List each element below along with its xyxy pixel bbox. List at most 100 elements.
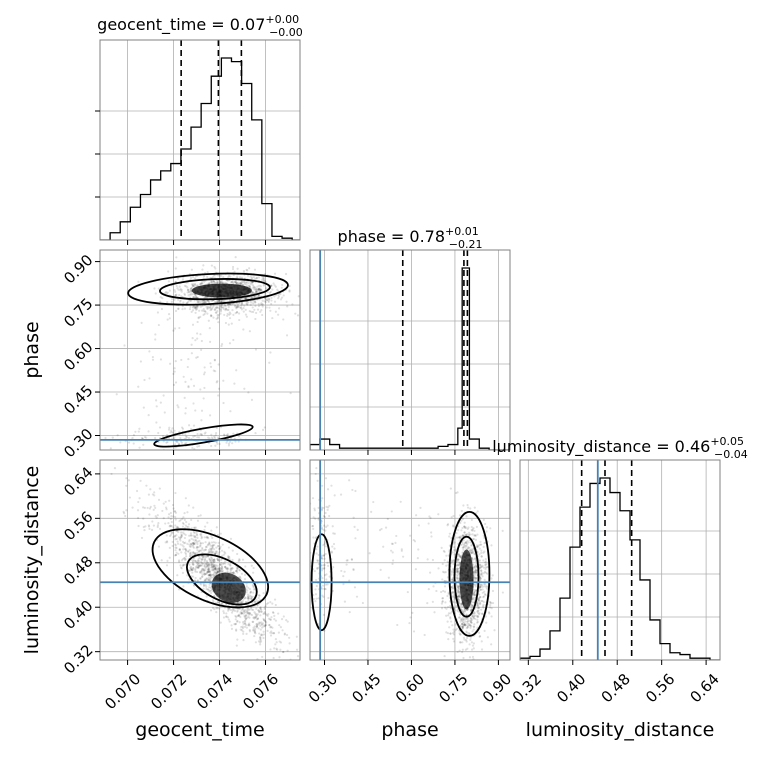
sample-point <box>248 628 251 632</box>
sample-point <box>478 593 481 596</box>
sample-point <box>189 288 192 291</box>
sample-point <box>140 321 143 324</box>
title-label: geocent_time = 0.07 <box>97 15 265 35</box>
sample-point <box>452 633 456 636</box>
sample-point <box>169 431 172 434</box>
sample-point <box>187 291 191 294</box>
sample-point <box>200 433 203 436</box>
sample-point <box>480 640 483 643</box>
sample-point <box>184 533 187 537</box>
sample-point <box>274 619 278 622</box>
sample-point <box>236 568 239 571</box>
sample-point <box>350 558 354 561</box>
sample-point <box>245 632 248 635</box>
sample-point <box>469 552 472 555</box>
sample-point <box>457 610 460 613</box>
sample-point <box>178 293 181 297</box>
sample-point <box>458 598 461 602</box>
sample-point <box>246 595 250 598</box>
sample-point <box>218 607 221 610</box>
sample-point <box>313 507 316 510</box>
sample-point <box>211 559 215 563</box>
sample-point <box>264 605 267 608</box>
sample-point <box>448 544 452 547</box>
sample-point <box>474 570 477 573</box>
sample-point <box>197 565 201 568</box>
sample-point <box>445 631 448 634</box>
sample-point <box>450 586 453 589</box>
sample-point <box>265 306 268 309</box>
sample-point <box>459 543 463 547</box>
sample-point <box>247 282 250 285</box>
sample-point <box>255 288 258 291</box>
sample-point <box>272 611 275 614</box>
sample-point <box>183 542 186 545</box>
sample-point <box>183 532 186 535</box>
sample-point <box>145 484 148 487</box>
sample-point <box>457 569 460 573</box>
sample-point <box>476 510 479 513</box>
sample-point <box>143 506 146 510</box>
sample-point <box>182 563 185 567</box>
sample-point <box>212 565 215 568</box>
sample-point <box>473 592 476 595</box>
sample-point <box>144 452 146 454</box>
sample-point <box>172 535 175 539</box>
sample-point <box>323 542 326 546</box>
sample-point <box>273 295 276 298</box>
sample-point <box>501 529 504 533</box>
sample-point <box>182 585 185 588</box>
sample-point <box>342 583 345 586</box>
sample-point <box>461 625 464 628</box>
sample-point <box>174 294 177 297</box>
x-tick-label-phase: 0.75 <box>435 670 471 706</box>
sample-point <box>222 611 226 615</box>
sample-point <box>132 442 135 445</box>
sample-point <box>217 387 221 390</box>
sample-point <box>237 613 241 616</box>
sample-point <box>207 319 210 322</box>
sample-point <box>156 514 159 517</box>
sample-point <box>456 573 459 576</box>
sample-point <box>218 274 221 277</box>
sample-point <box>249 303 252 307</box>
sample-point <box>463 525 466 528</box>
sample-point <box>208 543 211 546</box>
sample-point <box>227 563 230 566</box>
sample-point <box>137 524 140 528</box>
sample-point <box>195 534 199 537</box>
sample-point <box>204 310 207 314</box>
panel-frame <box>99 39 301 241</box>
sample-point <box>217 274 220 277</box>
sample-point <box>465 630 468 633</box>
sample-point <box>477 597 481 600</box>
sample-point <box>279 626 282 629</box>
sample-point <box>259 643 262 646</box>
sample-point <box>185 549 188 552</box>
sample-point <box>260 621 263 624</box>
sample-point <box>217 394 220 397</box>
sample-point <box>157 498 161 501</box>
sample-point <box>247 599 250 602</box>
x-tick-label-geocent_time: 0.074 <box>193 670 236 713</box>
sample-point <box>453 596 456 599</box>
sample-point <box>229 564 232 567</box>
sample-point <box>270 616 273 619</box>
sample-point <box>227 557 230 560</box>
sample-point <box>239 282 242 285</box>
sample-point <box>451 579 454 582</box>
sample-point <box>321 484 324 487</box>
sample-point <box>331 545 334 548</box>
sample-point <box>240 609 243 612</box>
sample-point <box>208 300 211 303</box>
sample-point <box>470 618 473 621</box>
sample-point <box>184 412 187 415</box>
sample-point <box>195 296 198 299</box>
sample-point <box>249 613 252 616</box>
sample-point <box>476 607 480 610</box>
sample-point <box>463 621 466 624</box>
sample-point <box>467 526 470 529</box>
sample-point <box>160 559 163 562</box>
sample-point <box>255 291 258 294</box>
sample-point <box>274 603 277 607</box>
